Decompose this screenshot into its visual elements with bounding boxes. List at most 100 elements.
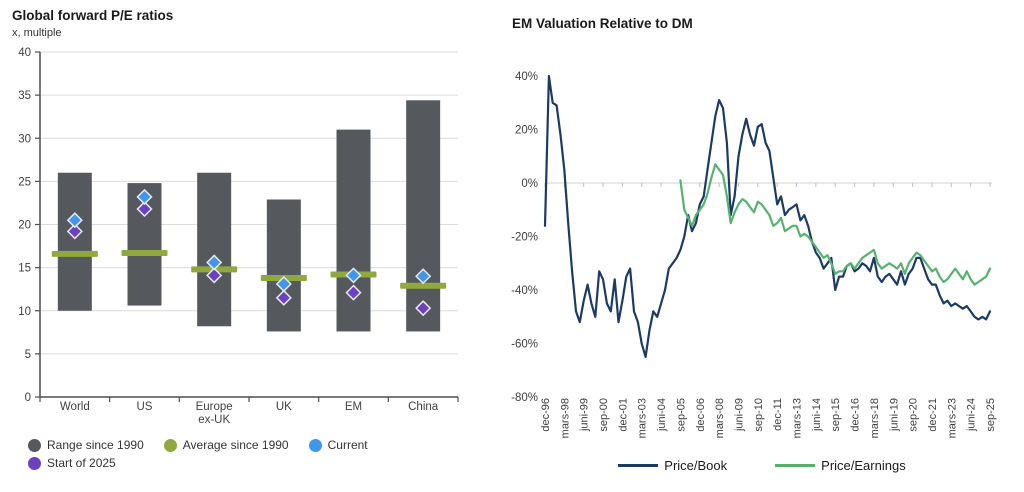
legend-item-range: Range since 1990 <box>28 438 144 452</box>
average-marker <box>400 282 447 289</box>
current-marker <box>345 267 362 284</box>
svg-text:juni-99: juni-99 <box>579 398 591 432</box>
svg-text:sep-20: sep-20 <box>908 398 920 432</box>
svg-text:25: 25 <box>18 176 31 188</box>
legend-label: Start of 2025 <box>47 456 116 470</box>
range-bars <box>57 100 441 332</box>
right-chart-title: EM Valuation Relative to DM <box>512 16 693 31</box>
range-bar <box>57 172 92 311</box>
current-marker <box>275 275 292 293</box>
svg-text:mars-23: mars-23 <box>946 398 958 438</box>
svg-text:dec-96: dec-96 <box>540 398 552 432</box>
legend-item-price-earnings: Price/Earnings <box>775 458 906 473</box>
start-2025-marker <box>345 284 362 301</box>
category-label: Europe <box>196 401 233 413</box>
svg-text:dec-21: dec-21 <box>927 398 939 432</box>
legend-item-current: Current <box>308 438 368 452</box>
svg-text:20%: 20% <box>515 125 538 137</box>
price-book-line-icon <box>618 464 659 467</box>
svg-text:mars-98: mars-98 <box>559 398 571 438</box>
svg-text:juni-19: juni-19 <box>888 398 900 432</box>
range-bar <box>197 172 232 327</box>
svg-text:dec-16: dec-16 <box>850 398 862 432</box>
svg-text:dec-01: dec-01 <box>617 398 629 432</box>
start-2025-marker <box>206 267 223 284</box>
current-dot-icon <box>308 438 322 452</box>
legend-label: Average since 1990 <box>182 438 289 452</box>
svg-text:0: 0 <box>25 392 31 404</box>
svg-text:0%: 0% <box>521 178 538 190</box>
x-axis-labels: dec-96 mars-98 juni-99 sep-00 dec-01 mars-03 j… <box>540 398 997 438</box>
left-chart-legend: Range since 1990 Average since 1990 Curr… <box>28 438 368 470</box>
category-label: ex-UK <box>198 414 230 426</box>
y-axis-labels: 40% 20% 0% -20% -40% -60% -80% <box>511 71 538 404</box>
svg-text:sep-05: sep-05 <box>675 398 687 432</box>
start-2025-marker <box>66 223 83 240</box>
category-label: US <box>137 401 153 413</box>
range-bar <box>406 100 441 332</box>
current-marker <box>415 268 432 285</box>
left-chart-subtitle: x, multiple <box>12 27 62 39</box>
start-2025-marker <box>415 300 432 317</box>
zero-axis <box>544 182 992 187</box>
legend-item-start-2025: Start of 2025 <box>28 456 116 470</box>
legend-item-average: Average since 1990 <box>163 438 289 452</box>
svg-text:35: 35 <box>18 90 31 102</box>
svg-text:-20%: -20% <box>511 232 538 244</box>
svg-text:juni-04: juni-04 <box>656 398 668 432</box>
svg-text:sep-25: sep-25 <box>985 398 997 432</box>
current-marker <box>206 254 223 271</box>
category-label: World <box>60 401 90 413</box>
gridlines <box>40 51 458 355</box>
svg-text:juni-24: juni-24 <box>966 398 978 432</box>
right-chart-legend: Price/Book Price/Earnings <box>500 458 1024 473</box>
svg-text:juni-09: juni-09 <box>733 398 745 432</box>
category-label: UK <box>276 401 292 413</box>
series-price-book <box>543 74 992 358</box>
svg-text:30: 30 <box>18 133 31 145</box>
svg-text:-40%: -40% <box>511 285 538 297</box>
svg-text:mars-08: mars-08 <box>714 398 726 438</box>
legend-label: Price/Earnings <box>821 458 906 473</box>
average-dot-icon <box>163 438 177 452</box>
price-earnings-line-icon <box>775 464 816 467</box>
svg-text:15: 15 <box>18 263 31 275</box>
svg-text:40: 40 <box>18 47 31 59</box>
svg-text:mars-18: mars-18 <box>869 398 881 438</box>
axes: 0 5 10 15 20 25 30 35 40 <box>18 47 459 404</box>
svg-text:mars-03: mars-03 <box>637 398 649 438</box>
legend-row-1: Range since 1990 Average since 1990 Curr… <box>28 438 368 452</box>
svg-text:mars-13: mars-13 <box>792 398 804 438</box>
legend-label: Current <box>327 438 368 452</box>
left-chart-title: Global forward P/E ratios <box>12 8 174 23</box>
svg-text:dec-06: dec-06 <box>695 398 707 432</box>
start-2025-marker <box>275 289 292 306</box>
svg-text:-60%: -60% <box>511 339 538 351</box>
category-label: EM <box>345 401 362 413</box>
legend-label: Range since 1990 <box>47 438 144 452</box>
svg-text:40%: 40% <box>515 71 538 83</box>
svg-text:sep-15: sep-15 <box>830 398 842 432</box>
series-price-earnings <box>679 163 992 286</box>
legend-label: Price/Book <box>664 458 728 473</box>
svg-text:sep-00: sep-00 <box>598 398 610 432</box>
current-marker <box>66 212 83 229</box>
svg-text:sep-10: sep-10 <box>753 398 765 432</box>
svg-text:juni-14: juni-14 <box>811 398 823 432</box>
current-marker <box>136 188 153 205</box>
range-dot-icon <box>28 438 41 452</box>
markers <box>51 188 447 317</box>
average-marker <box>121 249 168 256</box>
em-vs-dm-line-chart: 40% 20% 0% -20% -40% -60% -80% dec-96 mars-98 jun… <box>511 71 997 438</box>
range-bar <box>266 199 301 332</box>
start-2025-dot-icon <box>28 456 41 470</box>
svg-text:10: 10 <box>18 306 31 318</box>
average-marker <box>51 250 98 257</box>
legend-item-price-book: Price/Book <box>618 458 727 473</box>
svg-text:20: 20 <box>18 220 31 232</box>
svg-text:5: 5 <box>25 349 31 361</box>
legend-row-2: Start of 2025 <box>28 456 368 470</box>
category-label: China <box>408 401 439 413</box>
